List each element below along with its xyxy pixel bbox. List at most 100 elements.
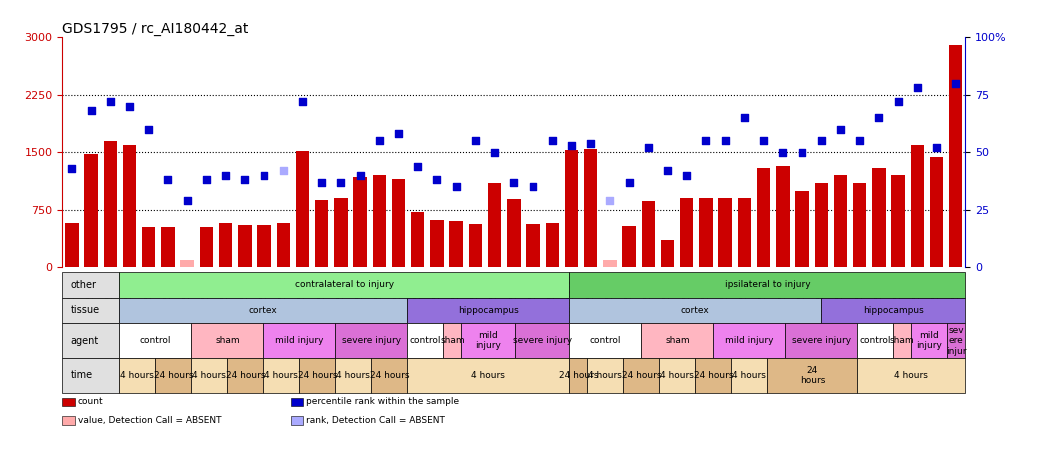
Bar (65, 223, 79, 267)
Point (698, 137, 714, 145)
Bar (238, 225, 251, 267)
Text: 4 hours: 4 hours (192, 371, 226, 380)
Point (756, 137, 772, 145)
Text: time: time (71, 371, 93, 380)
Point (621, 179, 637, 186)
Bar (700, 199, 713, 267)
Text: 24 hours: 24 hours (693, 371, 733, 380)
Point (467, 137, 484, 145)
Bar (661, 240, 675, 267)
Point (102, 98, 118, 106)
Bar (546, 223, 559, 267)
Text: severe injury: severe injury (513, 336, 572, 345)
Bar (718, 199, 732, 267)
Text: 24 hours: 24 hours (298, 371, 337, 380)
Bar (815, 183, 828, 267)
Bar (508, 199, 520, 267)
Text: sham: sham (665, 336, 689, 345)
Text: percentile rank within the sample: percentile rank within the sample (306, 397, 460, 406)
Text: 4 hours: 4 hours (895, 371, 928, 380)
Point (179, 197, 195, 204)
Point (390, 130, 407, 138)
Text: tissue: tissue (71, 306, 100, 315)
Text: 24 hours: 24 hours (225, 371, 265, 380)
Point (237, 176, 253, 184)
Text: sham: sham (890, 336, 914, 345)
Text: control: control (140, 336, 171, 345)
Point (198, 176, 215, 184)
Bar (834, 175, 847, 267)
Text: 4 hours: 4 hours (471, 371, 506, 380)
Text: count: count (78, 397, 104, 406)
Text: cortex: cortex (681, 306, 710, 315)
Text: 24 hours: 24 hours (370, 371, 409, 380)
Point (371, 137, 387, 145)
Bar (526, 225, 540, 267)
Point (429, 176, 445, 184)
Text: sham: sham (215, 336, 240, 345)
Text: ipsilateral to injury: ipsilateral to injury (725, 280, 811, 289)
Point (313, 179, 330, 186)
Bar (623, 226, 636, 267)
Point (544, 137, 561, 145)
Text: 4 hours: 4 hours (120, 371, 155, 380)
Text: 4 hours: 4 hours (660, 371, 694, 380)
Point (948, 80, 964, 87)
Point (640, 144, 657, 152)
Text: control: control (859, 336, 891, 345)
Text: hippocampus: hippocampus (863, 306, 924, 315)
Text: control: control (590, 336, 621, 345)
Text: severe injury: severe injury (792, 336, 851, 345)
Point (890, 98, 906, 106)
Text: GDS1795 / rc_AI180442_at: GDS1795 / rc_AI180442_at (62, 22, 249, 36)
Bar (449, 221, 463, 267)
Bar (181, 260, 194, 267)
Point (851, 137, 868, 145)
Bar (257, 225, 271, 267)
Bar (296, 151, 309, 267)
Point (832, 126, 849, 133)
Text: 24 hours: 24 hours (622, 371, 661, 380)
Text: 24 hours: 24 hours (558, 371, 598, 380)
Point (255, 172, 272, 179)
Text: mild
injury: mild injury (475, 331, 501, 350)
Bar (910, 145, 924, 267)
Bar (276, 223, 290, 267)
Text: mild injury: mild injury (726, 336, 773, 345)
Point (525, 183, 542, 191)
Bar (892, 175, 905, 267)
Bar (853, 183, 867, 267)
Text: 4 hours: 4 hours (336, 371, 371, 380)
Point (602, 197, 619, 204)
Text: mild injury: mild injury (275, 336, 324, 345)
Bar (373, 175, 386, 267)
Text: mild
injury: mild injury (917, 331, 943, 350)
Point (486, 148, 502, 156)
Point (909, 84, 926, 92)
Text: 4 hours: 4 hours (589, 371, 623, 380)
Point (121, 103, 138, 110)
Text: severe injury: severe injury (342, 336, 401, 345)
Bar (795, 191, 809, 267)
Text: rank, Detection Call = ABSENT: rank, Detection Call = ABSENT (306, 416, 445, 425)
Bar (411, 212, 425, 267)
Text: 4 hours: 4 hours (265, 371, 298, 380)
Bar (680, 199, 693, 267)
Bar (84, 154, 98, 267)
Bar (641, 200, 655, 267)
Text: 4 hours: 4 hours (733, 371, 766, 380)
Point (871, 114, 887, 121)
Point (736, 114, 753, 121)
Bar (872, 168, 885, 267)
Bar (199, 227, 213, 267)
Point (582, 140, 599, 147)
Text: cortex: cortex (249, 306, 278, 315)
Bar (219, 223, 233, 267)
Point (140, 126, 157, 133)
Text: 24
hours: 24 hours (799, 366, 825, 385)
Bar (488, 183, 501, 267)
Bar (603, 260, 617, 267)
Text: agent: agent (71, 336, 99, 345)
Point (679, 172, 695, 179)
Point (659, 167, 676, 174)
